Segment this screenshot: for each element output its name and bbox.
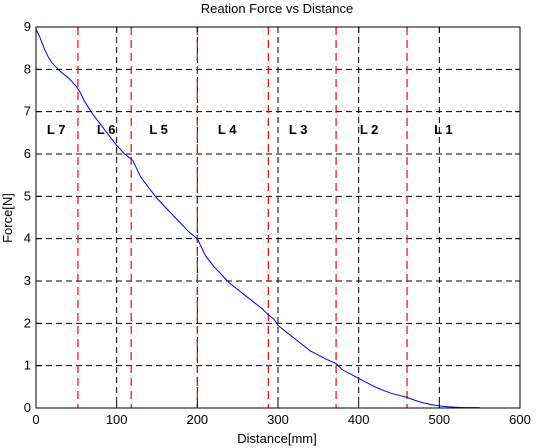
region-label: L 2 [360, 122, 379, 137]
y-tick-label: 7 [24, 104, 31, 119]
x-tick-label: 300 [267, 412, 289, 427]
region-label: L 7 [47, 122, 66, 137]
region-label: L 3 [289, 122, 308, 137]
y-tick-label: 8 [24, 61, 31, 76]
y-tick-label: 5 [24, 188, 31, 203]
region-label: L 4 [218, 122, 237, 137]
x-tick-label: 200 [186, 412, 208, 427]
x-tick-label: 600 [509, 412, 531, 427]
region-label: L 6 [97, 122, 116, 137]
force-curve [35, 28, 480, 409]
y-tick-label: 6 [24, 146, 31, 161]
grid [36, 27, 520, 408]
segment-boundaries [77, 27, 408, 408]
y-axis-label: Force[N] [0, 193, 15, 243]
x-tick-label: 100 [106, 412, 128, 427]
y-tick-label: 2 [24, 315, 31, 330]
x-tick-label: 400 [348, 412, 370, 427]
chart-title: Reation Force vs Distance [201, 1, 353, 16]
series [35, 28, 480, 409]
x-tick-label: 0 [32, 412, 39, 427]
y-tick-label: 9 [24, 19, 31, 34]
x-axis-label: Distance[mm] [237, 431, 316, 446]
region-label: L 1 [434, 122, 453, 137]
y-tick-label: 0 [24, 400, 31, 415]
y-tick-label: 1 [24, 358, 31, 373]
region-label: L 5 [149, 122, 168, 137]
x-tick-label: 500 [428, 412, 450, 427]
region-labels: L 7 L 6 L 5 L 4 L 3 L 2 L 1 [47, 122, 453, 137]
y-tick-label: 4 [24, 231, 31, 246]
ticks: 0 100 200 300 400 500 600 0 1 2 3 4 5 6 7 8 9 [24, 19, 531, 427]
y-tick-label: 3 [24, 273, 31, 288]
